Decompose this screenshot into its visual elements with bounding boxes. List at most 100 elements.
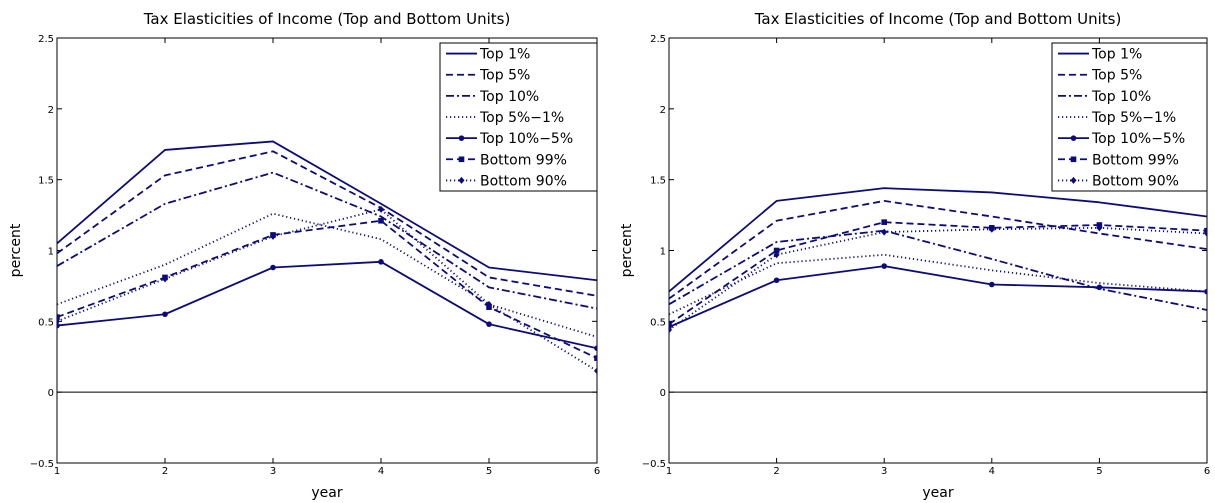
- series-line-top-5-1: [669, 253, 1207, 316]
- left-series-group: [57, 140, 597, 375]
- series-line-top-10-5: [669, 265, 1207, 328]
- series-line-bottom-90: [669, 226, 1207, 331]
- data-point-bottom-99: [1204, 227, 1207, 234]
- legend-label: Bottom 90%: [480, 173, 567, 189]
- legend-label: Top 5%: [479, 68, 530, 84]
- data-point-bottom-90: [270, 232, 276, 240]
- data-point-top-10-5: [162, 311, 168, 318]
- legend-box: [1051, 42, 1208, 192]
- legend-marker: [1070, 176, 1077, 184]
- series-line-top-10-5: [57, 260, 597, 350]
- series-line-top-5-1: [57, 212, 597, 338]
- x-tick-label: 2: [162, 466, 168, 477]
- x-axis-label: year: [922, 485, 953, 501]
- data-point-bottom-99: [594, 355, 597, 361]
- legend-label: Top 1%: [1091, 47, 1142, 63]
- y-tick-label: −0.5: [30, 459, 54, 470]
- x-tick-label: 5: [486, 466, 492, 477]
- legend-label: Bottom 90%: [1092, 173, 1179, 189]
- data-point-bottom-90: [881, 228, 888, 236]
- x-axis-label: year: [311, 485, 342, 501]
- y-tick-label: 2.5: [38, 34, 54, 45]
- y-tick-label: 2: [660, 105, 666, 116]
- x-tick-label: 1: [666, 466, 672, 477]
- data-point-top-10-5: [989, 281, 995, 288]
- data-point-bottom-90: [378, 205, 384, 213]
- series-line-top-10: [669, 229, 1207, 311]
- series-line-top-10: [57, 171, 597, 310]
- series-line-bottom-90: [57, 208, 597, 372]
- data-point-top-10-5: [773, 277, 780, 284]
- y-axis-label: percent: [619, 223, 635, 277]
- data-point-bottom-90: [773, 251, 780, 259]
- right-series-group: [669, 187, 1207, 334]
- legend-label: Bottom 99%: [480, 152, 567, 168]
- legend-label: Top 10%−5%: [1091, 131, 1185, 147]
- data-point-bottom-90: [162, 275, 168, 283]
- data-point-bottom-99: [378, 217, 384, 224]
- series-line-top-1: [669, 187, 1207, 293]
- legend-label: Top 5%: [1091, 68, 1142, 84]
- data-point-top-10-5: [594, 345, 597, 352]
- legend-marker: [1070, 156, 1077, 163]
- right-legend: Top 1% Top 5% Top 10% Top 5%−1% Top 10%−5% Bo…: [1051, 42, 1208, 192]
- legend-label: Top 5%−1%: [479, 110, 564, 126]
- data-point-bottom-90: [57, 317, 60, 325]
- data-point-top-10-5: [378, 259, 384, 265]
- left-legend: Top 1% Top 5% Top 10% Top 5%−1% Top 10%−5% Bo…: [439, 42, 598, 192]
- right-chart-svg: 1 2 3 4 5 6 −0.5 0 0.5 1 1.5 2 2.5 Tax Elasticities o…: [619, 10, 1210, 501]
- series-line-top-5: [669, 200, 1207, 300]
- right-chart-panel: 1 2 3 4 5 6 −0.5 0 0.5 1 1.5 2 2.5 Tax Elasticities o…: [607, 0, 1214, 503]
- data-point-bottom-90: [1096, 224, 1103, 232]
- legend-marker: [458, 135, 465, 141]
- data-point-bottom-90: [486, 300, 492, 308]
- x-tick-label: 6: [1204, 466, 1210, 477]
- left-chart-panel: 1 2 3 4 5 6 −0.5 0 0.5 1 1.5 2 2.5 Tax Elasticities o…: [0, 0, 607, 503]
- data-point-bottom-99: [881, 219, 887, 225]
- y-tick-label: −0.5: [642, 459, 666, 470]
- legend-marker: [1070, 135, 1077, 141]
- data-point-top-10-5: [881, 263, 887, 269]
- data-point-bottom-99: [773, 247, 780, 254]
- y-tick-label: 0: [48, 388, 54, 399]
- legend-marker: [458, 156, 465, 163]
- series-line-bottom-99: [57, 219, 597, 359]
- legend-label: Top 1%: [479, 47, 530, 63]
- y-tick-label: 1.5: [650, 176, 666, 187]
- x-tick-label: 3: [881, 466, 887, 477]
- legend-marker: [458, 176, 465, 184]
- y-tick-label: 0.5: [38, 317, 54, 328]
- data-point-bottom-90: [669, 326, 672, 334]
- data-point-top-10-5: [1204, 288, 1207, 295]
- data-point-bottom-99: [57, 314, 60, 320]
- data-point-top-10-5: [270, 264, 276, 271]
- y-tick-label: 0: [660, 388, 666, 399]
- data-point-top-10-5: [486, 321, 492, 327]
- data-point-bottom-90: [1204, 230, 1207, 237]
- y-tick-label: 1.5: [38, 176, 54, 187]
- y-tick-label: 1: [660, 247, 666, 258]
- series-line-top-1: [57, 140, 597, 282]
- x-tick-label: 6: [594, 466, 600, 477]
- x-tick-label: 5: [1096, 466, 1102, 477]
- y-tick-label: 0.5: [650, 317, 666, 328]
- series-line-bottom-99: [669, 221, 1207, 325]
- y-tick-label: 2: [48, 105, 54, 116]
- legend-label: Bottom 99%: [1092, 152, 1179, 168]
- data-point-top-10-5: [57, 322, 60, 329]
- series-line-top-5: [57, 150, 597, 297]
- x-tick-label: 4: [989, 466, 995, 477]
- data-point-bottom-90: [594, 367, 597, 375]
- legend-label: Top 10%−5%: [479, 131, 573, 147]
- legend-label: Top 10%: [1091, 89, 1151, 105]
- x-tick-label: 4: [378, 466, 384, 477]
- data-point-bottom-90: [988, 225, 995, 233]
- x-tick-label: 2: [773, 466, 779, 477]
- data-point-top-10-5: [1096, 284, 1103, 291]
- y-tick-label: 2.5: [650, 34, 666, 45]
- y-axis-label: percent: [8, 223, 24, 277]
- legend-label: Top 5%−1%: [1091, 110, 1176, 126]
- x-tick-label: 3: [270, 466, 276, 477]
- chart-title: Tax Elasticities of Income (Top and Bott…: [143, 10, 511, 28]
